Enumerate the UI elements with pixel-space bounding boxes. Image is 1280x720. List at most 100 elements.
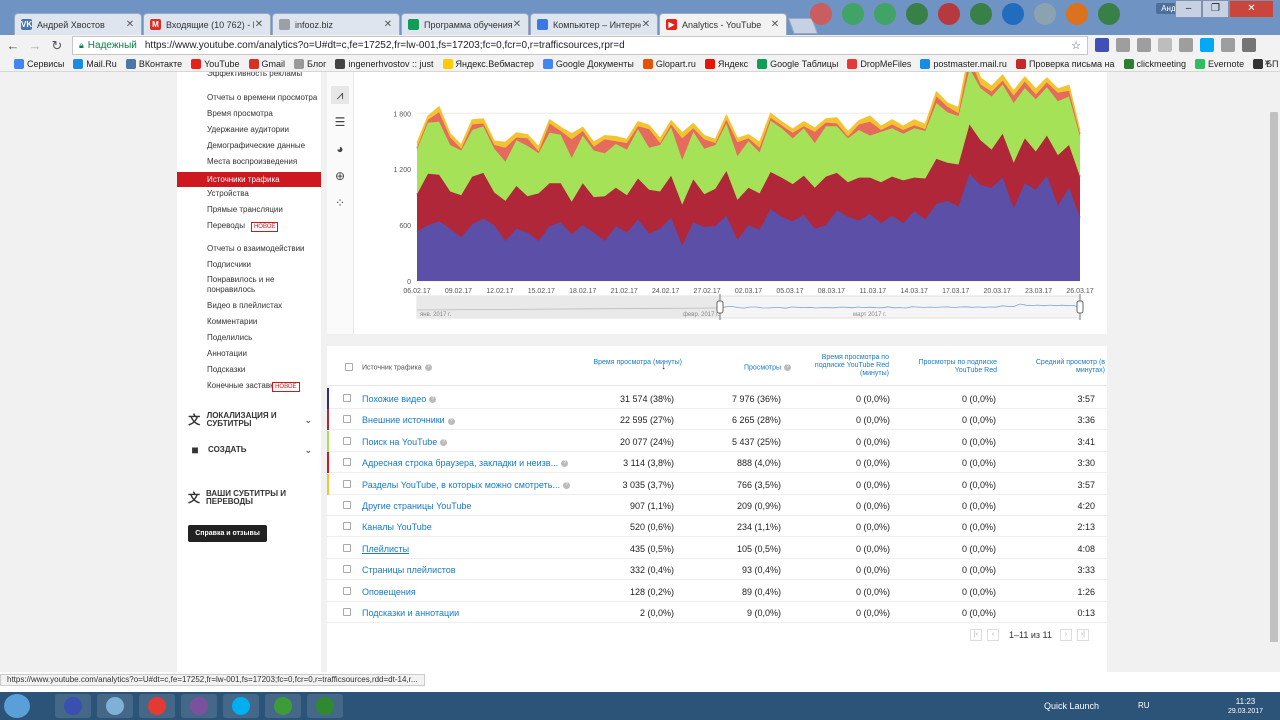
help-icon[interactable]: ? — [447, 417, 455, 425]
language-indicator[interactable]: RU — [1138, 701, 1150, 710]
sidebar-item[interactable]: Подписчики — [207, 260, 319, 270]
bookmark-item[interactable]: БП — [1253, 58, 1278, 69]
row-checkbox[interactable] — [343, 479, 351, 488]
next-page-button[interactable]: › — [1059, 629, 1072, 641]
browser-tab[interactable]: Компьютер – Интернет ✕ — [530, 13, 658, 35]
tab-close-icon[interactable]: ✕ — [125, 19, 135, 30]
taskbar-app[interactable] — [97, 694, 133, 718]
browser-tab[interactable]: Программа обучения А ✕ — [401, 13, 529, 35]
help-icon[interactable]: ? — [562, 481, 570, 489]
start-button[interactable] — [4, 694, 30, 718]
bookmark-item[interactable]: Evernote — [1195, 58, 1244, 69]
row-checkbox[interactable] — [343, 436, 351, 445]
sidebar-item[interactable]: Прямые трансляции — [207, 205, 319, 215]
traffic-source-link[interactable]: Каналы YouTube — [362, 522, 432, 533]
extension-icon[interactable] — [1221, 38, 1235, 52]
header-red-watch-time[interactable]: Время просмотра по подписке YouTube Red … — [814, 354, 889, 377]
taskbar-app[interactable] — [181, 694, 217, 718]
bubble-chart-icon[interactable]: ⁘ — [334, 196, 346, 210]
browser-tab[interactable]: VK Андрей Хвостов ✕ — [14, 13, 142, 35]
sidebar-item[interactable]: Устройства — [207, 189, 319, 199]
traffic-source-link[interactable]: Плейлисты — [362, 543, 410, 554]
pie-chart-icon[interactable]: ◕ — [336, 142, 344, 156]
help-icon[interactable]: ? — [424, 364, 432, 371]
help-icon[interactable]: ? — [429, 396, 437, 404]
sidebar-item[interactable]: Видео в плейлистах — [207, 301, 319, 311]
sidebar-item[interactable]: Удержание аудитории — [207, 125, 319, 135]
bookmark-item[interactable]: Mail.Ru — [73, 58, 117, 69]
traffic-source-link[interactable]: Оповещения — [362, 586, 416, 597]
sidebar-item[interactable]: Аннотации — [207, 349, 319, 359]
bookmark-item[interactable]: Сервисы — [14, 58, 64, 69]
browser-tab[interactable]: M Входящие (10 762) - hvo✕ — [143, 13, 271, 35]
page-scrollbar[interactable] — [1268, 72, 1280, 672]
sidebar-item[interactable]: Комментарии — [207, 317, 319, 327]
extension-icon[interactable] — [1116, 38, 1130, 52]
line-chart-icon[interactable]: ⩘ — [331, 86, 349, 104]
sidebar-item[interactable]: Места воспроизведения — [207, 157, 319, 167]
sidebar-section[interactable]: ■ Создать ⌄ — [188, 444, 312, 456]
timeline-handle[interactable] — [1076, 300, 1084, 314]
sidebar-item[interactable]: Демографические данные — [207, 141, 319, 151]
sidebar-item[interactable]: Отчеты о времени просмотра — [207, 93, 319, 103]
extension-icon[interactable] — [1095, 38, 1109, 52]
globe-map-icon[interactable]: ⊕ — [334, 169, 346, 183]
prev-page-button[interactable]: ‹ — [987, 629, 999, 641]
timeline-handle[interactable] — [716, 300, 724, 314]
system-clock[interactable]: 11:23 29.03.2017 — [1228, 697, 1263, 717]
traffic-source-link[interactable]: Похожие видео? — [362, 394, 437, 404]
traffic-source-link[interactable]: Поиск на YouTube? — [362, 437, 448, 447]
help-icon[interactable]: ? — [561, 460, 569, 468]
bookmark-item[interactable]: Google Документы — [542, 58, 634, 69]
sidebar-item[interactable]: Понравилось и не понравилось — [207, 275, 279, 295]
tab-close-icon[interactable]: ✕ — [512, 19, 522, 30]
bookmark-item[interactable]: Проверка письма на — [1015, 58, 1115, 69]
tab-close-icon[interactable]: ✕ — [770, 19, 780, 30]
maximize-button[interactable]: ❐ — [1202, 0, 1229, 18]
help-icon[interactable]: ? — [440, 438, 448, 446]
row-checkbox[interactable] — [343, 415, 351, 424]
close-window-button[interactable]: ✕ — [1229, 0, 1274, 18]
browser-tab[interactable]: ▶ Analytics - YouTube ✕ — [659, 13, 787, 35]
sidebar-item[interactable]: Переводы НОВОЕ — [207, 221, 319, 232]
bookmark-item[interactable]: Яндекс — [704, 58, 748, 69]
sidebar-item[interactable]: Отчеты о взаимодействии — [207, 244, 319, 254]
traffic-source-link[interactable]: Страницы плейлистов — [362, 565, 456, 576]
header-views[interactable]: Просмотры? — [707, 364, 791, 372]
bookmark-item[interactable]: clickmeeting — [1123, 58, 1186, 69]
taskbar-app[interactable] — [55, 694, 91, 718]
sidebar-section[interactable]: 文 Ваши субтитры и переводы — [188, 490, 312, 506]
traffic-source-link[interactable]: Разделы YouTube, в которых можно смотрет… — [362, 480, 570, 490]
bookmark-item[interactable]: ingenerhvostov :: just — [335, 58, 434, 69]
bookmark-item[interactable]: Gmail — [248, 58, 285, 69]
forward-button[interactable]: → — [28, 38, 42, 53]
bookmark-item[interactable]: DropMeFiles — [847, 58, 911, 69]
bar-chart-icon[interactable]: ☰ — [334, 115, 346, 129]
header-watch-time[interactable]: Время просмотра (минуты) — [593, 359, 682, 366]
bookmark-star-icon[interactable]: ☆ — [1071, 40, 1081, 52]
bookmark-item[interactable]: Google Таблицы — [757, 58, 838, 69]
first-page-button[interactable]: |‹ — [970, 629, 982, 641]
row-checkbox[interactable] — [343, 458, 351, 467]
extension-icon[interactable] — [1179, 38, 1193, 52]
minimize-button[interactable]: – — [1175, 0, 1202, 18]
sidebar-item[interactable]: Время просмотра — [207, 109, 319, 119]
header-avg-duration[interactable]: Средний просмотр (в минутах) — [1035, 359, 1105, 374]
sidebar-item[interactable]: Подсказки — [207, 365, 319, 375]
taskbar-app[interactable] — [139, 694, 175, 718]
row-checkbox[interactable] — [343, 565, 351, 574]
row-checkbox[interactable] — [343, 543, 351, 552]
row-checkbox[interactable] — [343, 501, 351, 509]
row-checkbox[interactable] — [343, 586, 351, 595]
header-source[interactable]: Источник трафика? — [362, 364, 432, 372]
extension-icon[interactable] — [1137, 38, 1151, 52]
bookmark-item[interactable]: Glopart.ru — [642, 58, 696, 69]
sidebar-item[interactable]: Поделились — [207, 333, 319, 343]
back-button[interactable]: ← — [6, 38, 20, 53]
traffic-source-link[interactable]: Подсказки и аннотации — [362, 608, 460, 618]
bookmarks-overflow-button[interactable]: » — [1264, 57, 1270, 68]
url-text[interactable]: https://www.youtube.com/analytics?o=U#dt… — [144, 40, 625, 51]
row-checkbox[interactable] — [343, 522, 351, 531]
scroll-thumb[interactable] — [1270, 112, 1278, 642]
help-feedback-button[interactable]: Справка и отзывы — [188, 525, 267, 542]
